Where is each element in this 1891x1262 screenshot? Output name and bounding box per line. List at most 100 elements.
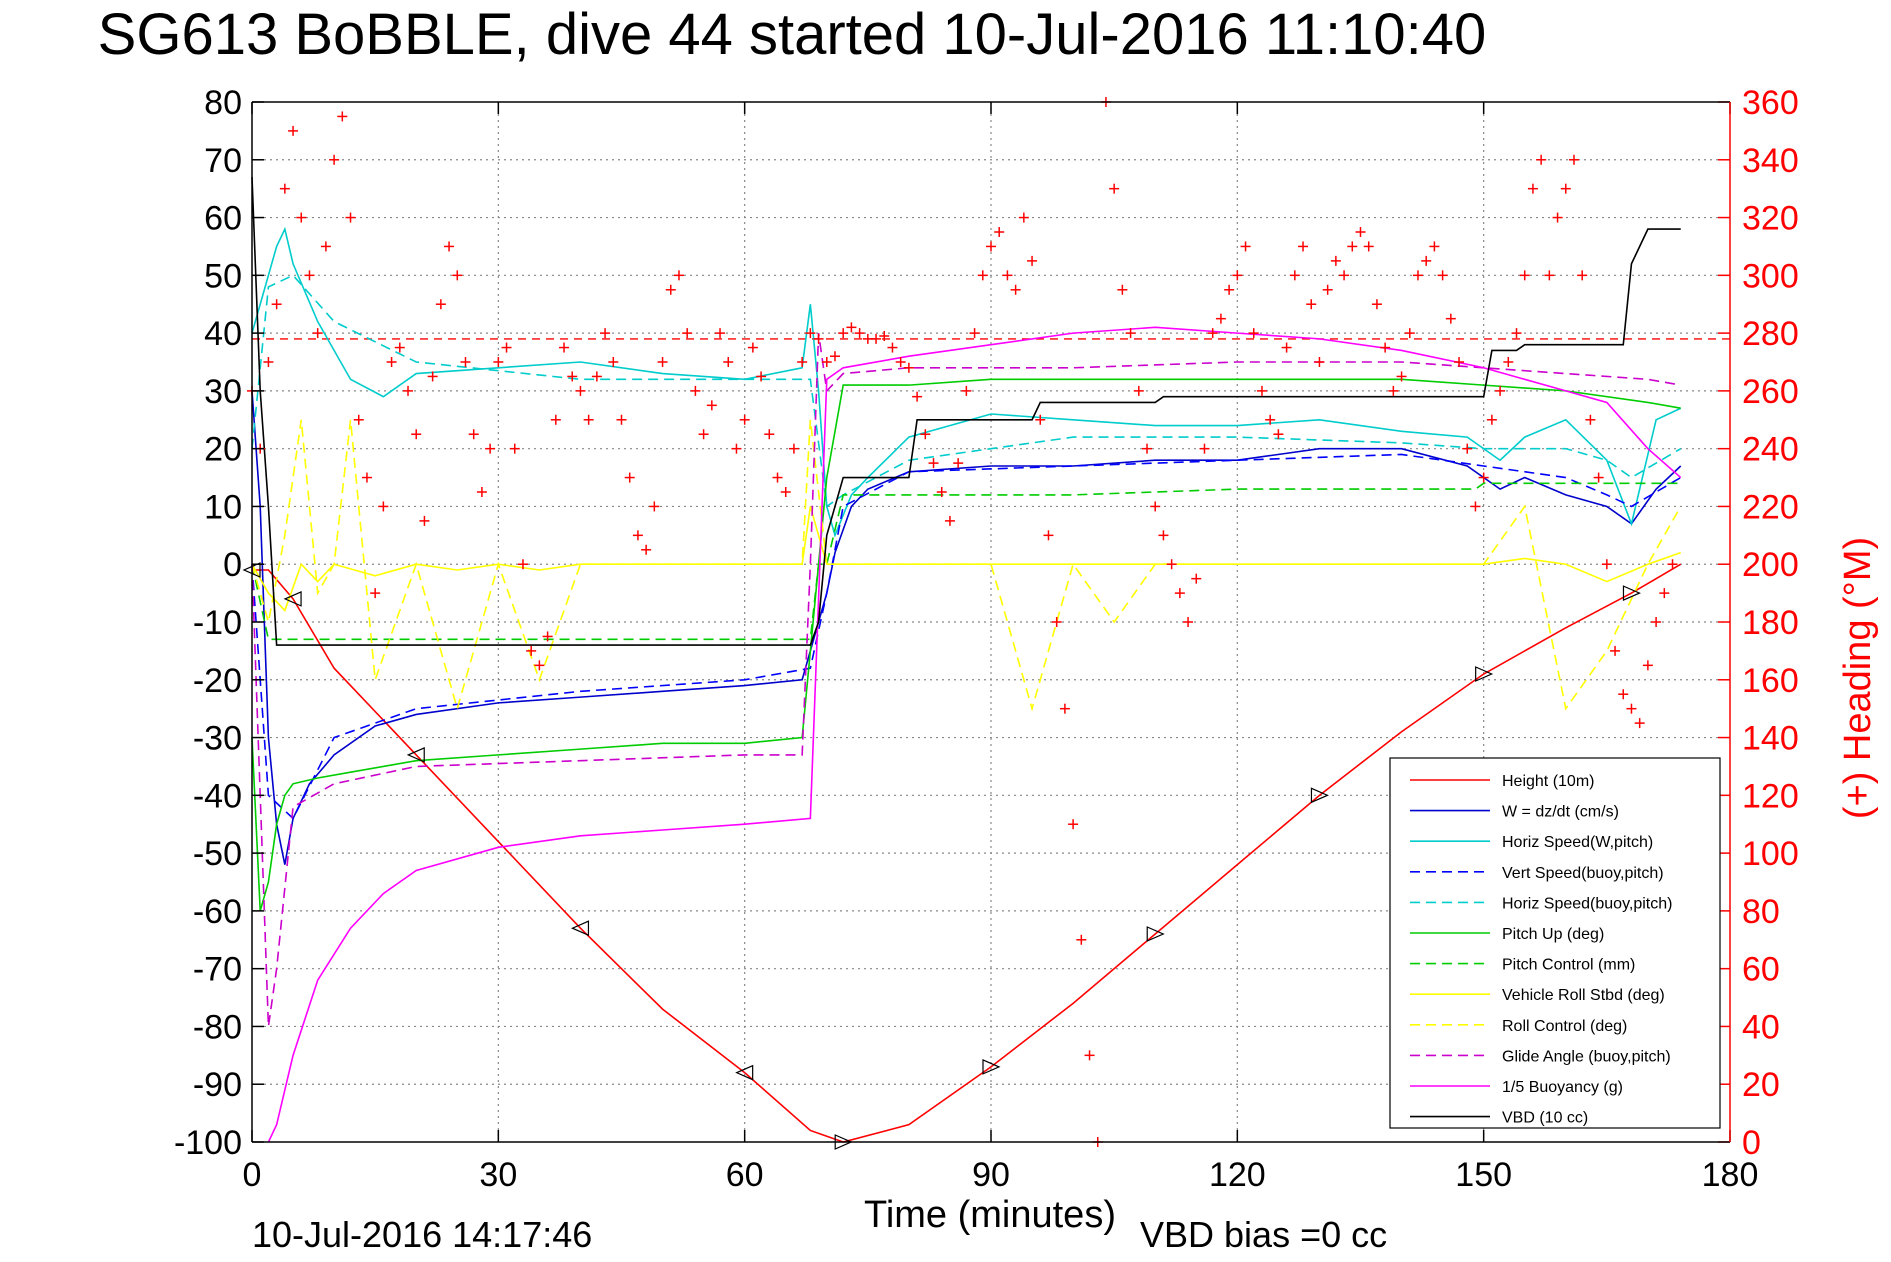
heading-marker [1273,429,1284,440]
y-tick-label: 50 [204,257,242,295]
heading-marker [1281,342,1292,353]
heading-marker [476,487,487,497]
y-tick-label: 80 [204,84,242,122]
heading-marker [1133,385,1144,396]
series-line-5 [251,378,1681,912]
legend-label-11: VBD (10 cc) [1502,1110,1588,1127]
y-tick-label: -80 [193,1008,242,1046]
footer-vbd-bias: VBD bias =0 cc [1140,1214,1387,1255]
heading-marker [1150,501,1161,512]
heading-marker [912,391,923,402]
legend-label-10: 1/5 Buoyancy (g) [1502,1079,1623,1096]
y-tick-label: 30 [204,373,242,411]
heading-marker [1035,414,1046,425]
heading-marker [739,414,750,425]
heading-marker [591,371,602,382]
heading-marker [435,299,446,310]
y-tick-label: 60 [204,200,242,238]
series-line-8 [251,419,1682,712]
heading-marker [296,212,307,223]
y2-tick-label: 340 [1742,142,1799,180]
heading-marker [1010,284,1021,295]
x-tick-label: 120 [1209,1156,1266,1194]
heading-marker [706,400,717,411]
heading-marker [1363,241,1374,252]
heading-marker [1322,284,1333,295]
series-line-3 [251,453,1682,820]
heading-marker [1478,472,1489,483]
heading-marker [1651,617,1662,627]
heading-marker [682,328,693,339]
heading-marker [1618,689,1629,700]
heading-marker [838,328,849,339]
legend-label-2: Horiz Speed(W,pitch) [1502,834,1653,851]
y2-tick-label: 140 [1742,720,1799,758]
heading-marker [887,342,898,353]
heading-marker [353,414,364,425]
heading-marker [1018,212,1029,223]
series-line-11 [251,177,1681,646]
heading-marker [1429,241,1440,252]
heading-marker [271,299,282,310]
heading-marker [649,501,660,512]
heading-marker [1552,212,1563,223]
heading-marker [559,342,570,353]
heading-marker [895,357,906,367]
legend-label-8: Roll Control (deg) [1502,1018,1627,1035]
heading-marker [378,501,389,512]
heading-marker [263,357,274,367]
heading-marker [1380,342,1391,353]
heading-marker [641,544,652,555]
heading-marker [370,588,381,599]
heading-marker [772,472,783,483]
heading-marker [1256,385,1267,396]
heading-marker [608,357,619,367]
heading-marker [657,357,668,367]
series-line-0 [252,563,1682,1143]
height-triangle-marker [1475,666,1494,682]
heading-marker [698,429,709,440]
series-line-9 [251,332,1681,1027]
heading-marker [419,515,430,526]
heading-marker [1486,414,1497,425]
height-triangle-marker [735,1064,754,1081]
heading-marker [288,125,299,136]
heading-marker [1601,559,1612,570]
heading-marker [1109,183,1120,194]
heading-marker [427,371,438,382]
legend: Height (10m) W = dz/dt (cm/s) Horiz Speed(… [1389,757,1721,1129]
series-line-10 [267,326,1682,1143]
y-tick-label: -30 [193,720,242,758]
heading-marker [1511,328,1522,339]
heading-marker [969,328,980,339]
heading-marker [780,487,791,497]
heading-marker [444,241,455,252]
x-tick-label: 180 [1702,1156,1759,1194]
y-tick-label: -70 [193,951,242,989]
heading-marker [1232,270,1243,281]
heading-marker [1043,530,1054,541]
y2-tick-label: 120 [1742,777,1799,815]
heading-marker [829,351,840,362]
heading-marker [411,429,422,440]
heading-marker [1306,299,1317,310]
heading-marker [1207,328,1218,339]
heading-marker [1412,270,1423,281]
y-tick-label: 70 [204,142,242,180]
heading-marker [1298,241,1309,252]
y2-tick-label: 180 [1742,604,1799,642]
heading-marker [517,559,528,570]
heading-marker [1183,617,1194,627]
heading-marker [846,322,857,333]
y-tick-label: 10 [204,488,242,526]
heading-marker [1659,588,1670,599]
heading-marker [542,631,553,642]
heading-marker [854,328,865,339]
heading-marker [1560,183,1571,194]
y2-tick-label: 40 [1742,1008,1780,1046]
heading-marker [1371,299,1382,310]
y-tick-label: -50 [193,835,242,873]
heading-marker [452,270,463,281]
legend-label-7: Vehicle Roll Stbd (deg) [1502,987,1665,1004]
heading-marker [1642,660,1653,671]
